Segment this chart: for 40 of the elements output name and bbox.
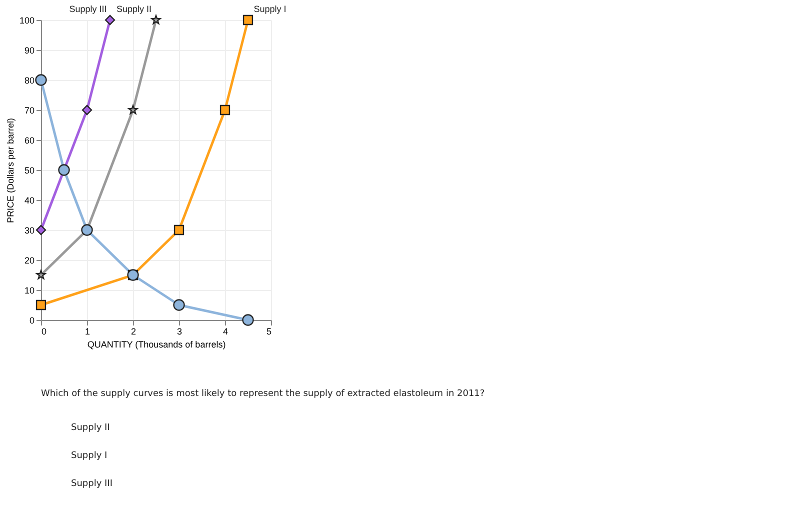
x-tick-label: 3 [176, 326, 182, 336]
point [58, 164, 70, 176]
series-label: Supply III [69, 4, 107, 14]
point [35, 74, 47, 86]
text: Supply I [71, 451, 108, 461]
x-tick-label: 5 [266, 326, 272, 336]
point [242, 314, 254, 326]
point [128, 104, 138, 114]
y-tick-label: 80 [24, 76, 34, 86]
x-tick-label: 1 [84, 326, 90, 336]
y-tick-label: 40 [24, 196, 34, 206]
y-tick-label: 90 [24, 46, 34, 56]
x-tick-label: 2 [130, 326, 136, 336]
point [220, 104, 230, 116]
y-tick-label: 20 [24, 256, 34, 266]
series-label: Supply II [116, 4, 152, 14]
y-axis-title: PRICE (Dollars per barrel) [5, 118, 16, 224]
point [174, 224, 184, 236]
point [242, 14, 254, 26]
x-axis-title: QUANTITY (Thousands of barrels) [87, 340, 226, 350]
point [104, 14, 116, 26]
text: Supply II [71, 423, 110, 433]
y-tick-label: 0 [29, 316, 34, 326]
point [36, 270, 46, 280]
y-tick-label: 10 [24, 286, 34, 296]
point [151, 14, 161, 24]
y-tick-label: 100 [19, 16, 34, 26]
y-tick-label: 30 [24, 226, 34, 236]
x-tick-label: 0 [42, 326, 47, 336]
y-tick-label: 70 [24, 106, 34, 116]
point [173, 299, 185, 311]
y-tick-label: 50 [24, 166, 34, 176]
point [82, 104, 92, 116]
point [36, 300, 46, 310]
text: Supply III [71, 479, 112, 489]
point [36, 224, 46, 236]
y-tick-label: 60 [24, 136, 34, 146]
text: Which of the supply curves is most likely to represent the supply of extracted elastoleum in 2011? [41, 389, 485, 399]
x-tick-label: 4 [222, 326, 228, 336]
series-label: Supply I [254, 4, 286, 14]
